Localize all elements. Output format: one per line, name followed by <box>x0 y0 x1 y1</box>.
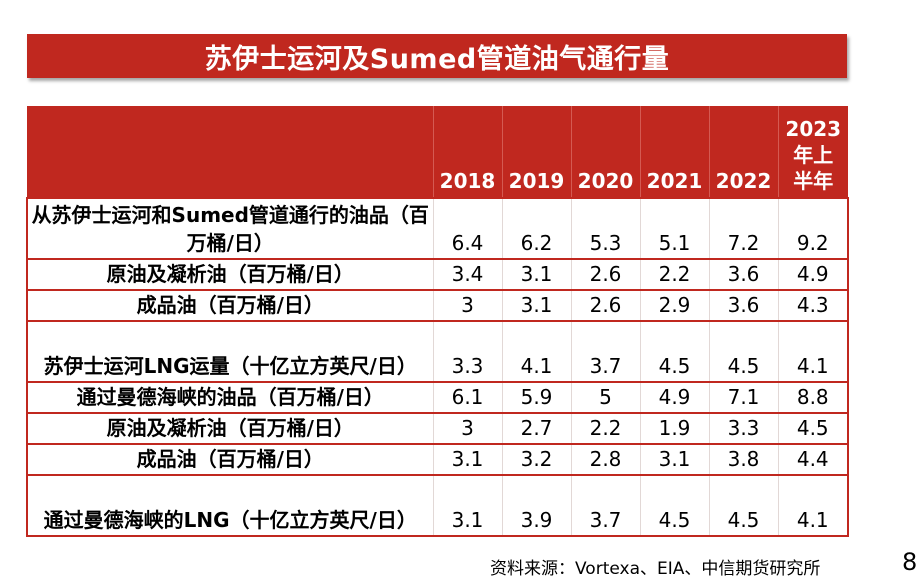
value-cell: 1.9 <box>639 412 709 444</box>
table-row: 通过曼德海峡的油品（百万桶/日） 6.1 5.9 5 4.9 7.1 8.8 <box>26 381 849 413</box>
value-cell: 6.1 <box>432 381 502 413</box>
row-label: 通过曼德海峡的油品（百万桶/日） <box>26 381 433 413</box>
page-number: 8 <box>902 548 918 576</box>
value-cell: 3.3 <box>432 320 502 382</box>
value-cell: 8.8 <box>777 381 849 413</box>
value-cell: 5.3 <box>570 197 640 259</box>
value-cell: 6.2 <box>501 197 571 259</box>
value-cell: 4.5 <box>708 474 778 537</box>
value-cell: 4.5 <box>639 474 709 537</box>
value-cell: 3.2 <box>501 443 571 475</box>
table-row: 苏伊士运河LNG运量（十亿立方英尺/日） 3.3 4.1 3.7 4.5 4.5 4.1 <box>26 320 849 382</box>
value-cell: 4.9 <box>639 381 709 413</box>
value-cell: 2.8 <box>570 443 640 475</box>
value-cell: 2.6 <box>570 258 640 290</box>
title-banner: 苏伊士运河及Sumed管道油气通行量 <box>27 34 847 78</box>
table-row: 从苏伊士运河和Sumed管道通行的油品（百万桶/日） 6.4 6.2 5.3 5.1 7.… <box>26 197 849 259</box>
column-header-line: 年上 <box>793 143 834 167</box>
column-header-line: 半年 <box>793 169 834 193</box>
value-cell: 2.2 <box>570 412 640 444</box>
row-label: 成品油（百万桶/日） <box>26 443 433 475</box>
value-cell: 4.5 <box>639 320 709 382</box>
row-label: 原油及凝析油（百万桶/日） <box>26 258 433 290</box>
value-cell: 4.1 <box>777 320 849 382</box>
value-cell: 3.8 <box>708 443 778 475</box>
value-cell: 2.9 <box>639 289 709 321</box>
header-label-cell <box>27 106 433 198</box>
table-row: 成品油（百万桶/日） 3.1 3.2 2.8 3.1 3.8 4.4 <box>26 443 849 475</box>
value-cell: 4.5 <box>708 320 778 382</box>
value-cell: 3.1 <box>501 289 571 321</box>
page-title: 苏伊士运河及Sumed管道油气通行量 <box>204 43 670 75</box>
row-label: 通过曼德海峡的LNG（十亿立方英尺/日） <box>26 474 433 537</box>
source-note: 资料来源：Vortexa、EIA、中信期货研究所 <box>490 559 821 579</box>
value-cell: 9.2 <box>777 197 849 259</box>
value-cell: 5.1 <box>639 197 709 259</box>
column-header: 2021 <box>639 106 709 198</box>
value-cell: 3.6 <box>708 289 778 321</box>
table-row: 原油及凝析油（百万桶/日） 3.4 3.1 2.6 2.2 3.6 4.9 <box>26 258 849 290</box>
value-cell: 4.3 <box>777 289 849 321</box>
value-cell: 3.1 <box>501 258 571 290</box>
value-cell: 5 <box>570 381 640 413</box>
row-label: 成品油（百万桶/日） <box>26 289 433 321</box>
row-label: 从苏伊士运河和Sumed管道通行的油品（百万桶/日） <box>26 197 433 259</box>
column-header: 2018 <box>432 106 502 198</box>
value-cell: 7.1 <box>708 381 778 413</box>
row-label: 原油及凝析油（百万桶/日） <box>26 412 433 444</box>
table-row: 原油及凝析油（百万桶/日） 3 2.7 2.2 1.9 3.3 4.5 <box>26 412 849 444</box>
value-cell: 3.3 <box>708 412 778 444</box>
value-cell: 3 <box>432 412 502 444</box>
value-cell: 3.7 <box>570 320 640 382</box>
value-cell: 4.1 <box>501 320 571 382</box>
column-header: 2022 <box>708 106 778 198</box>
value-cell: 2.7 <box>501 412 571 444</box>
table-row: 成品油（百万桶/日） 3 3.1 2.6 2.9 3.6 4.3 <box>26 289 849 321</box>
row-label: 苏伊士运河LNG运量（十亿立方英尺/日） <box>26 320 433 382</box>
table-row: 通过曼德海峡的LNG（十亿立方英尺/日） 3.1 3.9 3.7 4.5 4.5 4.1 <box>26 474 849 537</box>
value-cell: 4.9 <box>777 258 849 290</box>
value-cell: 4.5 <box>777 412 849 444</box>
data-table: 2018 2019 2020 2021 2022 2023 年上 半年 从苏伊士… <box>26 106 849 537</box>
value-cell: 3.1 <box>639 443 709 475</box>
value-cell: 4.1 <box>777 474 849 537</box>
value-cell: 2.6 <box>570 289 640 321</box>
value-cell: 3.1 <box>432 474 502 537</box>
column-header-line: 2023 <box>785 117 842 141</box>
value-cell: 3.9 <box>501 474 571 537</box>
column-header: 2019 <box>501 106 571 198</box>
value-cell: 2.2 <box>639 258 709 290</box>
value-cell: 3.6 <box>708 258 778 290</box>
value-cell: 3 <box>432 289 502 321</box>
column-header: 2023 年上 半年 <box>777 106 848 198</box>
value-cell: 6.4 <box>432 197 502 259</box>
table-header-row: 2018 2019 2020 2021 2022 2023 年上 半年 <box>27 106 848 198</box>
value-cell: 3.1 <box>432 443 502 475</box>
value-cell: 5.9 <box>501 381 571 413</box>
value-cell: 4.4 <box>777 443 849 475</box>
column-header: 2020 <box>570 106 640 198</box>
value-cell: 7.2 <box>708 197 778 259</box>
value-cell: 3.7 <box>570 474 640 537</box>
value-cell: 3.4 <box>432 258 502 290</box>
